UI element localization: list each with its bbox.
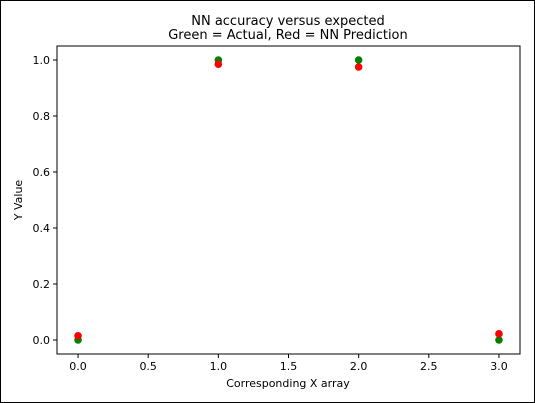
x-axis: 0.0 0.5 1.0 1.5 2.0 2.5 3.0	[69, 354, 508, 373]
y-axis: 0.0 0.2 0.4 0.6 0.8 1.0	[33, 54, 57, 347]
chart-subtitle: Green = Actual, Red = NN Prediction	[168, 28, 408, 43]
prediction-point	[214, 60, 223, 68]
y-tick-label: 0.0	[33, 334, 51, 347]
x-tick-label: 3.0	[490, 360, 508, 373]
data-points	[74, 56, 503, 344]
x-tick-label: 0.0	[69, 360, 87, 373]
actual-point	[495, 336, 503, 344]
prediction-point	[495, 330, 503, 338]
x-tick-label: 2.0	[350, 360, 368, 373]
y-axis-label: Y Value	[12, 180, 25, 222]
plot-area	[56, 45, 521, 355]
y-tick-label: 0.8	[33, 110, 51, 123]
x-tick-label: 1.5	[280, 360, 298, 373]
y-tick-label: 0.6	[33, 166, 51, 179]
x-axis-label: Corresponding X array	[226, 377, 350, 390]
x-tick-label: 0.5	[139, 360, 157, 373]
y-tick-label: 0.4	[33, 222, 51, 235]
actual-point	[354, 56, 363, 64]
y-tick-label: 0.2	[33, 278, 51, 291]
x-tick-label: 2.5	[420, 360, 438, 373]
x-tick-label: 1.0	[210, 360, 228, 373]
prediction-point	[354, 63, 363, 71]
y-tick-label: 1.0	[33, 54, 51, 67]
prediction-point	[74, 332, 82, 340]
chart-title: NN accuracy versus expected	[191, 14, 385, 29]
